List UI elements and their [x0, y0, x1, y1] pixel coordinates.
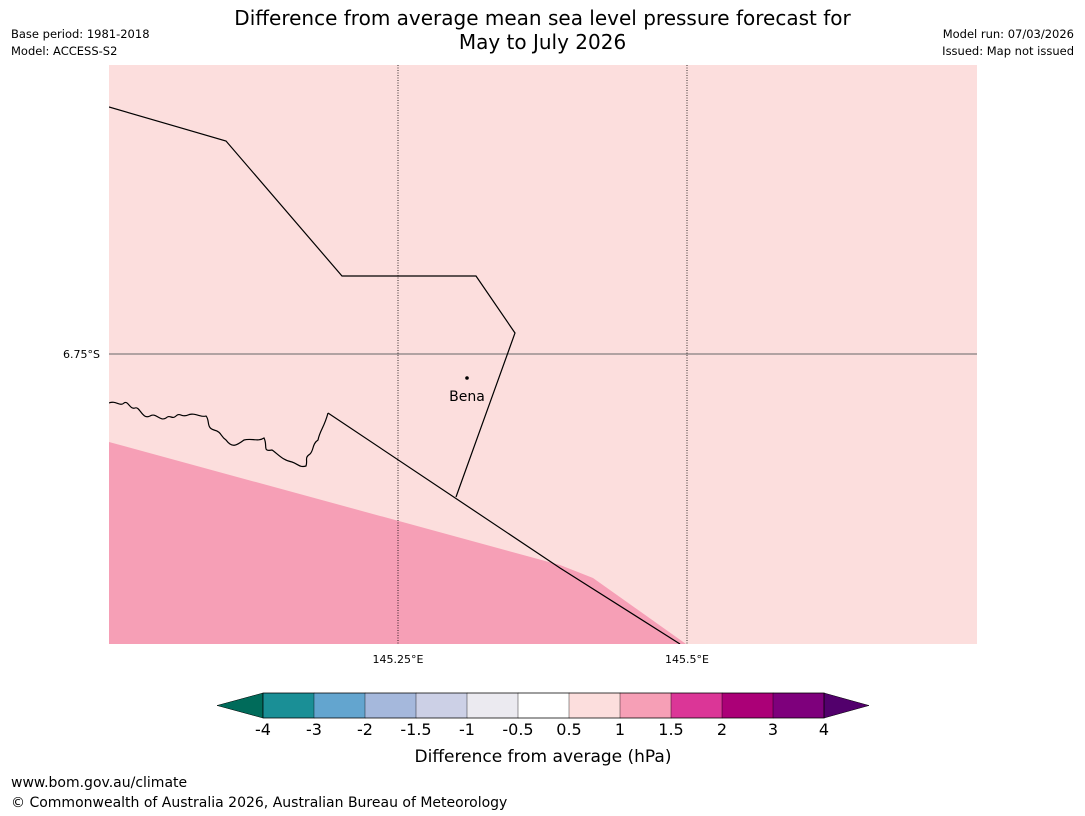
model-text: Model: ACCESS-S2: [11, 44, 118, 58]
map-title-line-2: May to July 2026: [458, 30, 627, 54]
river-line: [109, 401, 329, 468]
colorbar-bin: [670, 692, 723, 719]
colorbar-tick-label: 3: [768, 720, 778, 739]
footer-url: www.bom.gov.au/climate: [11, 775, 188, 791]
base-period-text: Base period: 1981-2018: [11, 27, 150, 41]
map-area-shading-pink: [109, 442, 686, 644]
colorbar-tick-label: 2: [717, 720, 727, 739]
colorbar-bin: [517, 692, 570, 719]
colorbar-tick-label: -3: [306, 720, 322, 739]
colorbar-bin: [568, 692, 621, 719]
longitude-label: 145.25°E: [373, 653, 424, 666]
colorbar-bin: [364, 692, 417, 719]
colorbar-bin: [415, 692, 468, 719]
model-run-text: Model run: 07/03/2026: [942, 27, 1074, 41]
province-boundary: [109, 106, 516, 498]
meta-left: Base period: 1981-2018 Model: ACCESS-S2: [11, 26, 150, 60]
latitude-label: 6.75°S: [63, 348, 100, 361]
colorbar-bins: [262, 692, 825, 719]
colorbar-bin: [772, 692, 825, 719]
colorbar-bin: [721, 692, 774, 719]
colorbar-tick-label: -4: [255, 720, 271, 739]
map-title: Difference from average mean sea level p…: [0, 6, 1085, 54]
colorbar-tick-label: 0.5: [556, 720, 581, 739]
issued-text: Issued: Map not issued: [942, 44, 1074, 58]
meta-right: Model run: 07/03/2026 Issued: Map not is…: [942, 26, 1074, 60]
colorbar-extend-max: [823, 692, 870, 719]
footer-copyright: © Commonwealth of Australia 2026, Austra…: [11, 795, 508, 811]
colorbar-tick-label: 4: [819, 720, 829, 739]
longitude-label: 145.5°E: [665, 653, 709, 666]
colorbar-tick-labels: -4 -3 -2 -1.5 -1 -0.5 0.5 1 1.5 2 3 4: [255, 720, 829, 739]
colorbar-tick-label: -2: [357, 720, 373, 739]
colorbar-tick-label: 1.5: [658, 720, 683, 739]
colorbar-tick-label: 1: [615, 720, 625, 739]
colorbar-outline: [262, 692, 825, 719]
province-boundary: [327, 412, 681, 644]
colorbar-bin: [262, 692, 315, 719]
colorbar-tick-label: -1: [459, 720, 475, 739]
colorbar-tick-label: -0.5: [502, 720, 533, 739]
colorbar-extend-min: [216, 692, 264, 719]
colorbar-bin: [466, 692, 519, 719]
place-label-bena: Bena: [449, 389, 485, 405]
place-marker-bena: [465, 376, 469, 380]
colorbar-bin: [313, 692, 366, 719]
colorbar-title: Difference from average (hPa): [415, 747, 672, 767]
colorbar: -4 -3 -2 -1.5 -1 -0.5 0.5 1 1.5 2 3 4 Difference fr…: [216, 692, 870, 767]
map-title-line-1: Difference from average mean sea level p…: [234, 6, 851, 30]
colorbar-bin: [619, 692, 672, 719]
colorbar-tick-label: -1.5: [400, 720, 431, 739]
